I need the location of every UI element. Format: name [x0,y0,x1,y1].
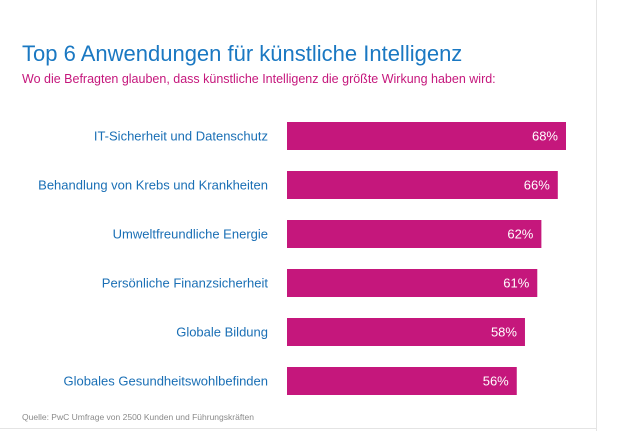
frame-right-edge [596,0,597,431]
source-note: Quelle: PwC Umfrage von 2500 Kunden und … [22,412,254,422]
category-label: IT-Sicherheit und Datenschutz [94,129,268,144]
category-label: Globale Bildung [176,325,268,340]
bar [287,318,525,346]
bar [287,122,566,150]
bar-value-label: 56% [483,374,509,389]
bar [287,220,542,248]
frame-bottom-edge [0,428,597,429]
category-label: Persönliche Finanzsicherheit [102,276,269,291]
bar-value-label: 58% [491,325,517,340]
bar-value-label: 61% [503,276,529,291]
category-label: Globales Gesundheitswohlbefinden [63,374,268,389]
chart-subtitle: Wo die Befragten glauben, dass künstlich… [22,72,496,86]
bar [287,171,558,199]
bar-value-label: 62% [507,227,533,242]
bar [287,367,517,395]
category-label: Behandlung von Krebs und Krankheiten [38,178,268,193]
bar-value-label: 66% [524,178,550,193]
chart-title: Top 6 Anwendungen für künstliche Intelli… [22,41,463,66]
category-label: Umweltfreundliche Energie [113,227,268,242]
bar [287,269,538,297]
bar-value-label: 68% [532,129,558,144]
